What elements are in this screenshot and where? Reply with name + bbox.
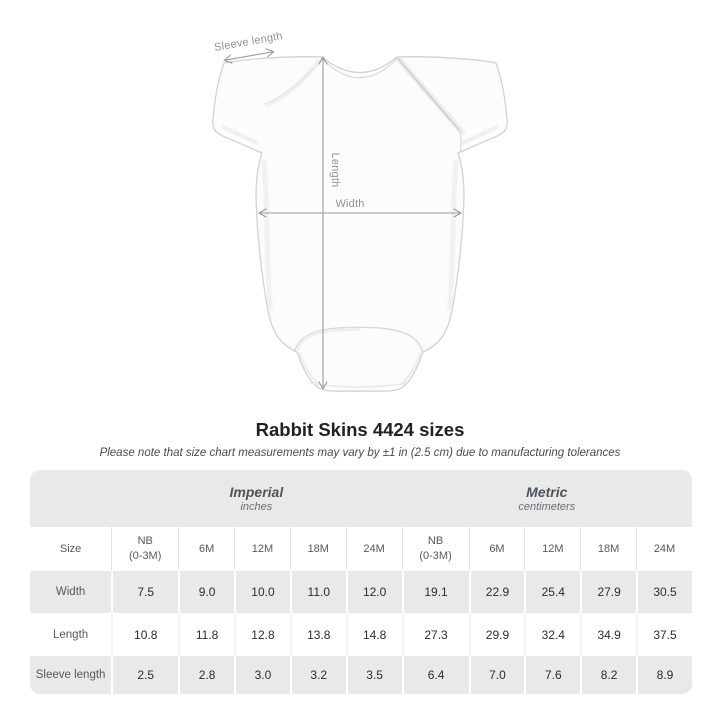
sleeve-length-label: Sleeve length [213, 30, 283, 54]
row-label: Sleeve length [30, 656, 112, 694]
value-cell: 11.8 [178, 613, 235, 656]
column-header: 18M [289, 527, 346, 571]
value-cell: 30.5 [636, 571, 692, 613]
value-cell: 3.0 [234, 656, 290, 694]
length-label: Length [329, 153, 341, 188]
width-arrow [258, 208, 462, 218]
sleeve-length-arrow [223, 48, 275, 64]
bodysuit-size-diagram: Sleeve length Length Width [212, 30, 508, 392]
metric-unit: centimeters [518, 501, 576, 513]
value-cell: 29.9 [468, 613, 525, 656]
value-cell: 10.8 [111, 613, 179, 656]
value-cell: 8.2 [580, 656, 637, 694]
value-cell: 7.5 [111, 571, 179, 613]
value-cell: 11.0 [289, 571, 346, 613]
value-cell: 2.5 [111, 656, 179, 694]
value-cell: 7.6 [524, 656, 581, 694]
column-header: 6M [468, 527, 525, 571]
value-cell: 12.8 [234, 613, 290, 656]
column-header: 12M [234, 527, 290, 571]
imperial-unit: inches [240, 501, 273, 513]
imperial-label: Imperial [229, 483, 284, 500]
size-chart-table: Imperial inches Metric centimeters Size … [30, 470, 692, 694]
value-cell: 13.8 [289, 613, 346, 656]
imperial-section-header: Imperial inches [111, 470, 402, 527]
row-label: Width [30, 571, 112, 613]
metric-label: Metric [526, 483, 568, 500]
value-cell: 3.5 [345, 656, 402, 694]
column-header: NB (0-3M) [111, 527, 179, 571]
value-cell: 7.0 [468, 656, 525, 694]
value-cell: 9.0 [178, 571, 235, 613]
table-row-width: Width 7.5 9.0 10.0 11.0 12.0 19.1 22.9 2… [30, 571, 692, 613]
value-cell: 12.0 [345, 571, 402, 613]
metric-section-header: Metric centimeters [401, 470, 692, 527]
value-cell: 27.9 [580, 571, 637, 613]
size-column-header: Size [30, 527, 112, 571]
width-label: Width [335, 198, 364, 210]
value-cell: 8.9 [636, 656, 692, 694]
value-cell: 3.2 [289, 656, 346, 694]
size-chart: Imperial inches Metric centimeters Size … [30, 470, 692, 694]
tolerance-note: Please note that size chart measurements… [99, 447, 621, 459]
column-header: 24M [345, 527, 402, 571]
value-cell: 34.9 [580, 613, 637, 656]
table-row-sleeve-length: Sleeve length 2.5 2.8 3.0 3.2 3.5 6.4 7.… [30, 656, 692, 694]
column-header: NB (0-3M) [401, 527, 469, 571]
value-cell: 2.8 [178, 656, 235, 694]
column-header: 18M [580, 527, 637, 571]
column-header: 6M [178, 527, 235, 571]
bodysuit-illustration [212, 56, 508, 392]
value-cell: 14.8 [345, 613, 402, 656]
row-label: Length [30, 613, 112, 656]
value-cell: 19.1 [401, 571, 469, 613]
value-cell: 27.3 [401, 613, 469, 656]
column-header: 24M [636, 527, 692, 571]
column-header: 12M [524, 527, 581, 571]
value-cell: 22.9 [468, 571, 525, 613]
value-cell: 6.4 [401, 656, 469, 694]
unit-section-row: Imperial inches Metric centimeters [30, 470, 692, 527]
column-header-row: Size NB (0-3M) 6M 12M 18M 24M NB (0-3M) 6M… [30, 527, 692, 571]
table-row-length: Length 10.8 11.8 12.8 13.8 14.8 27.3 29.… [30, 613, 692, 656]
value-cell: 10.0 [234, 571, 290, 613]
band-spacer [30, 470, 112, 527]
length-arrow [318, 56, 328, 390]
page-title: Rabbit Skins 4424 sizes [255, 419, 465, 440]
value-cell: 25.4 [524, 571, 581, 613]
value-cell: 37.5 [636, 613, 692, 656]
value-cell: 32.4 [524, 613, 581, 656]
